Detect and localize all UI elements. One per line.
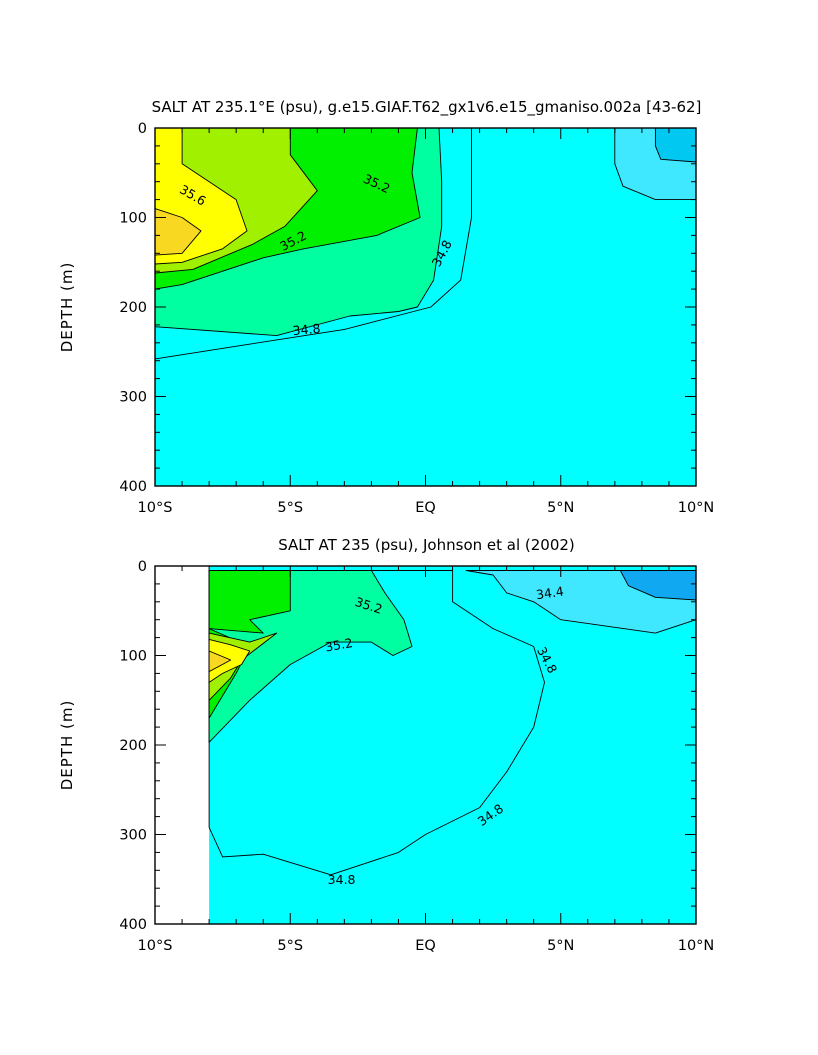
contour-label: 34.8 [292,321,321,338]
chart-panel-1: 35.6 35.235.2 34.834.810°S 5°S EQ 5°N 10°N0100… [58,98,714,516]
contour-label-group: 35.2 [324,635,354,655]
y-axis-label: DEPTH (m) [58,262,76,353]
y-tick-label: 200 [119,300,147,316]
x-tick-label: 10°S [138,500,173,516]
x-tick-label: 5°S [277,938,303,954]
y-tick-label: 100 [119,211,147,227]
y-tick-label: 300 [119,390,147,406]
y-tick-label: 0 [138,121,147,137]
x-tick-label: EQ [415,938,436,954]
contour-label: 34.4 [535,584,565,603]
x-tick-label: 5°N [547,500,574,516]
y-tick-label: 400 [119,479,147,495]
y-tick-label: 0 [138,559,147,575]
x-tick-label: EQ [415,500,436,516]
y-axis-label: DEPTH (m) [58,700,76,791]
salinity-band-35-8 [208,650,232,673]
x-tick-label: 10°N [678,938,715,954]
x-tick-label: 5°S [277,500,303,516]
x-tick-label: 10°N [678,500,715,516]
y-tick-label: 400 [119,917,147,933]
x-tick-label: 10°S [138,938,173,954]
contour-label: 34.8 [328,872,356,887]
y-tick-label: 300 [119,828,147,844]
chart-title: SALT AT 235.1°E (psu), g.e15.GIAF.T62_gx… [152,98,702,117]
contour-label: 35.2 [324,635,354,655]
contour-label-group: 34.4 [535,584,565,603]
salinity-band-35-2 [208,570,291,719]
y-tick-label: 100 [119,649,147,665]
contour-label-group: 34.8 [328,872,356,887]
salinity-band-34-3 [654,127,697,163]
chart-title: SALT AT 235 (psu), Johnson et al (2002) [278,536,575,554]
chart-panel-2: 34.435.235.2 34.834.834.810°S 5°S EQ 5°N 10°N… [58,536,714,954]
y-tick-label: 200 [119,738,147,754]
salinity-band-34-3 [619,570,697,601]
contour-label-group: 34.8 [292,321,321,338]
x-tick-label: 5°N [547,938,574,954]
